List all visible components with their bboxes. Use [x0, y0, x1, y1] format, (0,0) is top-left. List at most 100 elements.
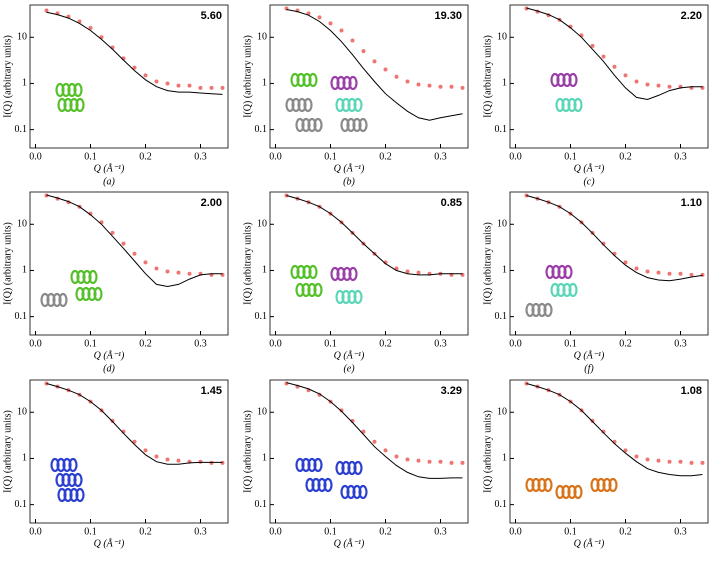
- y-tick-label: 0.1: [255, 499, 268, 510]
- panel: 0.1 1 10 0.0 0.1 0.2 0.3 1.08 Q (Å⁻¹) I(Q) (arbit…: [482, 379, 709, 549]
- x-tick-label: 0.3: [194, 151, 207, 162]
- fit-line: [46, 383, 223, 465]
- protein-helix: [348, 75, 358, 91]
- panel-value: 19.30: [434, 10, 462, 22]
- fit-line: [286, 382, 463, 479]
- y-tick-label: 1: [262, 78, 267, 89]
- data-point: [143, 448, 148, 453]
- data-point: [209, 460, 214, 465]
- data-point: [656, 458, 661, 463]
- fit-line: [46, 11, 223, 95]
- panel: 0.1 1 10 0.0 0.1 0.2 0.3 1.45 Q (Å⁻¹) I(Q) (arbit…: [2, 379, 229, 549]
- y-axis-label: I(Q) (arbitrary units): [482, 35, 493, 118]
- x-tick-label: 0.1: [564, 338, 577, 349]
- data-point: [187, 271, 192, 276]
- x-tick-label: 0.3: [674, 526, 687, 537]
- protein-helix: [58, 292, 68, 308]
- y-tick-label: 10: [257, 219, 267, 230]
- protein-helix: [68, 457, 78, 473]
- x-tick-label: 0.1: [324, 338, 337, 349]
- x-axis-label: Q (Å⁻¹): [574, 537, 605, 549]
- x-tick-label: 0.3: [434, 151, 447, 162]
- y-tick-label: 0.1: [495, 499, 508, 510]
- protein-helix: [313, 117, 323, 133]
- data-point: [623, 260, 628, 265]
- data-point: [667, 459, 672, 464]
- data-point: [154, 266, 159, 271]
- data-point: [656, 83, 661, 88]
- panel-value: 3.29: [441, 385, 462, 397]
- data-point: [438, 459, 443, 464]
- x-axis-label: Q (Å⁻¹): [334, 162, 365, 174]
- panel-label: (d): [103, 363, 115, 374]
- fit-line: [46, 194, 223, 288]
- fit-line: [526, 195, 703, 282]
- data-point: [372, 59, 377, 64]
- x-axis-label: Q (Å⁻¹): [94, 537, 125, 549]
- protein-helix: [353, 97, 363, 113]
- y-tick-label: 1: [22, 78, 27, 89]
- data-point: [601, 241, 606, 246]
- panel-label: (b): [343, 176, 355, 187]
- data-point: [405, 79, 410, 84]
- x-tick-label: 0.3: [674, 151, 687, 162]
- data-point: [460, 460, 465, 465]
- x-axis-label: Q (Å⁻¹): [574, 162, 605, 174]
- panel: 0.1 1 10 0.0 0.1 0.2 0.3 2.20 Q (Å⁻¹) I(Q) (arbit…: [482, 4, 709, 187]
- y-tick-label: 0.1: [15, 124, 28, 135]
- data-point: [383, 448, 388, 453]
- x-tick-label: 0.2: [619, 526, 632, 537]
- y-tick-label: 10: [257, 407, 267, 418]
- data-point: [416, 82, 421, 87]
- panel: 0.1 1 10 0.0 0.1 0.2 0.3 2.00 Q (Å⁻¹) I(Q) (arbit…: [2, 191, 229, 374]
- y-tick-label: 0.1: [255, 311, 268, 322]
- panel: 0.1 1 10 0.0 0.1 0.2 0.3 0.85 Q (Å⁻¹) I(Q) (arbit…: [242, 191, 469, 374]
- panel-value: 1.08: [681, 385, 702, 397]
- protein-helix: [543, 302, 553, 318]
- plot-frame: [509, 379, 709, 524]
- y-axis-label: I(Q) (arbitrary units): [482, 222, 493, 305]
- data-point: [449, 460, 454, 465]
- x-tick-label: 0.1: [84, 526, 97, 537]
- x-axis-label: Q (Å⁻¹): [94, 349, 125, 361]
- data-point: [700, 460, 705, 465]
- x-tick-label: 0.0: [269, 338, 282, 349]
- fit-line: [526, 383, 703, 477]
- data-point: [405, 457, 410, 462]
- panel: 0.1 1 10 0.0 0.1 0.2 0.3 3.29 Q (Å⁻¹) I(Q) (arbit…: [242, 379, 469, 549]
- data-point: [110, 230, 115, 235]
- plot-frame: [29, 4, 229, 149]
- data-point: [361, 49, 366, 54]
- y-tick-label: 1: [22, 453, 27, 464]
- data-point: [612, 64, 617, 69]
- x-axis-label: Q (Å⁻¹): [94, 162, 125, 174]
- data-point: [220, 85, 225, 90]
- x-tick-label: 0.0: [269, 526, 282, 537]
- data-point: [88, 25, 93, 30]
- data-point: [44, 381, 49, 386]
- data-point: [601, 429, 606, 434]
- data-point: [667, 271, 672, 276]
- data-point: [524, 381, 529, 386]
- y-axis-label: I(Q) (arbitrary units): [2, 222, 13, 305]
- data-point: [601, 54, 606, 59]
- protein-helix: [323, 477, 333, 493]
- data-point: [143, 73, 148, 78]
- plot-frame: [509, 4, 709, 149]
- x-tick-label: 0.1: [564, 151, 577, 162]
- x-tick-label: 0.3: [434, 526, 447, 537]
- y-axis-label: I(Q) (arbitrary units): [242, 222, 253, 305]
- protein-helix: [568, 282, 578, 298]
- data-point: [427, 459, 432, 464]
- protein-helix: [563, 264, 573, 280]
- x-tick-label: 0.0: [29, 338, 42, 349]
- protein-helix: [573, 97, 583, 113]
- data-point: [339, 28, 344, 33]
- data-point: [460, 85, 465, 90]
- data-point: [328, 21, 333, 26]
- panel-value: 1.45: [201, 385, 222, 397]
- x-tick-label: 0.3: [194, 338, 207, 349]
- protein-helix: [308, 72, 318, 88]
- x-tick-label: 0.2: [379, 526, 392, 537]
- data-point: [524, 193, 529, 198]
